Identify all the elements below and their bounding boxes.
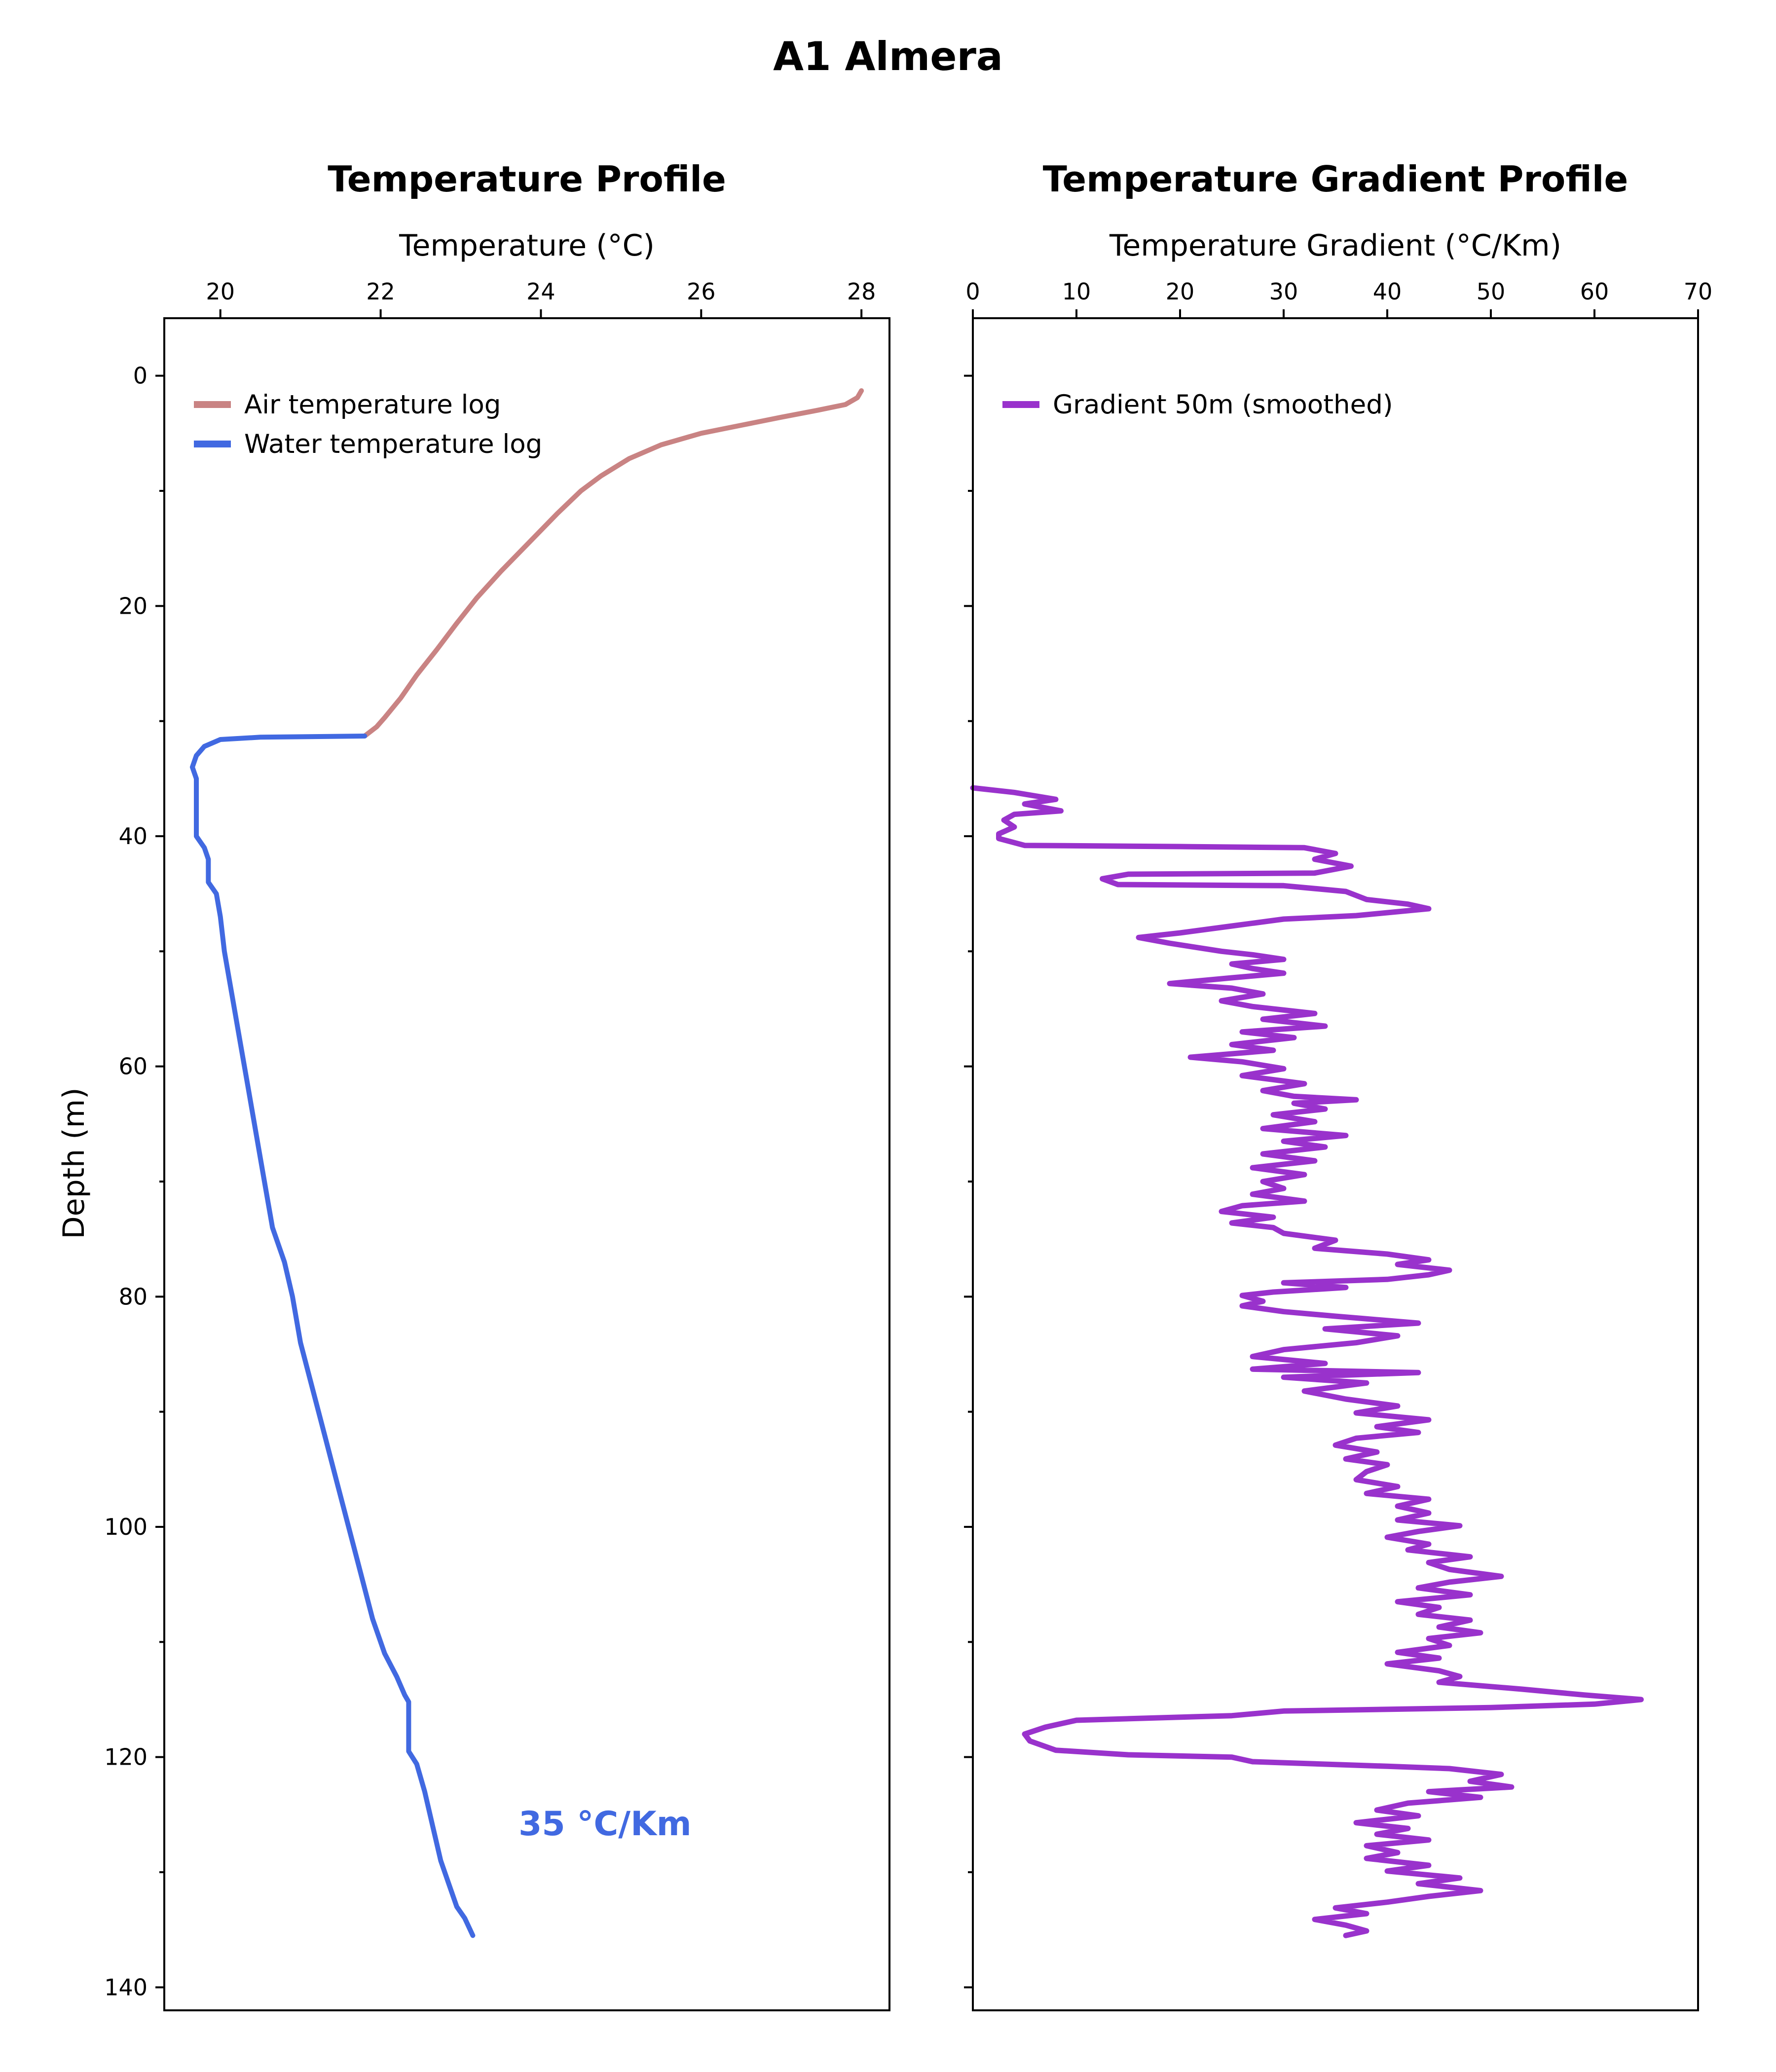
gradient-plot-frame: [972, 317, 1699, 2011]
x-tick-label: 20: [206, 278, 235, 305]
x-tick-label: 30: [1269, 278, 1298, 305]
y-tick-label: 100: [104, 1514, 148, 1540]
temperature-axis-label: Temperature (°C): [399, 228, 655, 263]
y-tick-label: 0: [133, 363, 148, 389]
gradient-50m-smoothed-line: [970, 785, 1644, 1938]
gradient-plot-area: 0 10 20 30 40 50 60 70: [964, 278, 1713, 1989]
figure-title: A1 Almera: [773, 34, 1003, 79]
temperature-plot-area: 20 22 24 26 28 0 20 40 60 80 100 120 140: [104, 278, 876, 2000]
temperature-profile-title: Temperature Profile: [328, 158, 726, 200]
air-temperature-log-legend-label: Air temperature log: [244, 390, 501, 420]
x-tick-label: 40: [1373, 278, 1402, 305]
y-tick-label: 40: [118, 823, 148, 850]
x-tick-label: 0: [965, 278, 980, 305]
depth-axis-label: Depth (m): [57, 1087, 91, 1239]
x-tick-label: 24: [526, 278, 555, 305]
y-tick-label: 60: [118, 1053, 148, 1080]
temperature-plot-frame: [163, 317, 890, 2011]
y-tick-label: 140: [104, 1974, 148, 2000]
x-tick-label: 50: [1477, 278, 1506, 305]
gradient-profile-panel: Temperature Gradient Profile Temperature…: [964, 158, 1713, 2011]
temperature-profile-panel: Temperature Profile Temperature (°C) Dep…: [57, 158, 890, 2011]
gradient-legend: Gradient 50m (smoothed): [1002, 390, 1393, 420]
temperature-legend: Air temperature log Water temperature log: [194, 390, 542, 459]
gradient-profile-title: Temperature Gradient Profile: [1043, 158, 1628, 200]
x-tick-label: 26: [687, 278, 716, 305]
x-tick-label: 20: [1166, 278, 1195, 305]
gradient-annotation: 35 °C/Km: [518, 1805, 692, 1844]
x-tick-label: 70: [1684, 278, 1713, 305]
water-temperature-log-line: [189, 734, 476, 1938]
x-tick-label: 28: [847, 278, 876, 305]
x-tick-label: 10: [1062, 278, 1091, 305]
gradient-50m-smoothed-legend-label: Gradient 50m (smoothed): [1053, 390, 1393, 420]
water-temperature-log-legend-label: Water temperature log: [244, 429, 542, 459]
y-tick-label: 20: [118, 592, 148, 619]
gradient-axis-label: Temperature Gradient (°C/Km): [1109, 228, 1561, 263]
x-tick-label: 60: [1580, 278, 1609, 305]
y-tick-label: 120: [104, 1744, 148, 1771]
x-tick-label: 22: [366, 278, 395, 305]
y-tick-label: 80: [118, 1283, 148, 1310]
air-temperature-log-line: [362, 388, 864, 739]
